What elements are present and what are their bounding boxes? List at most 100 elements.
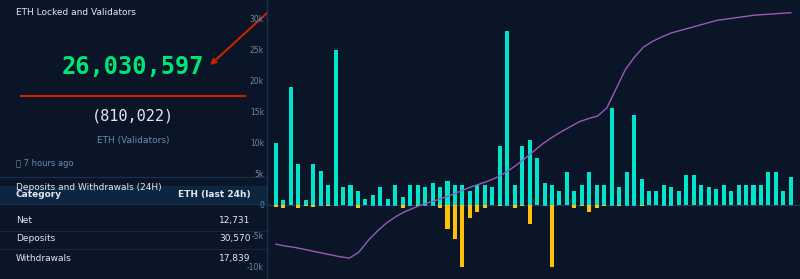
Bar xyxy=(453,205,457,239)
Bar xyxy=(446,205,450,229)
Bar xyxy=(371,195,375,205)
Text: (810,022): (810,022) xyxy=(92,108,174,123)
Bar xyxy=(289,87,293,205)
Bar xyxy=(602,205,606,206)
Bar xyxy=(542,205,546,206)
Bar xyxy=(453,185,457,205)
Text: Deposits and Withdrawals (24H): Deposits and Withdrawals (24H) xyxy=(16,183,162,192)
Bar xyxy=(639,205,643,206)
Bar xyxy=(558,191,562,205)
Text: Net: Net xyxy=(16,216,32,225)
Bar xyxy=(430,205,434,206)
Text: 26,030,597: 26,030,597 xyxy=(62,55,205,79)
Text: ⧗ 7 hours ago: ⧗ 7 hours ago xyxy=(16,159,74,168)
Bar xyxy=(706,187,710,205)
Bar xyxy=(572,205,577,206)
Bar xyxy=(550,205,554,206)
Bar xyxy=(468,205,472,218)
Bar xyxy=(654,191,658,205)
Bar xyxy=(662,205,666,206)
Bar xyxy=(520,146,524,205)
Bar xyxy=(527,205,532,224)
Bar xyxy=(699,185,703,205)
Bar xyxy=(483,185,487,205)
Bar xyxy=(304,205,308,206)
Bar xyxy=(684,175,688,205)
Bar xyxy=(341,187,345,205)
Bar xyxy=(446,205,450,206)
Bar xyxy=(446,181,450,205)
Text: ETH (Validators): ETH (Validators) xyxy=(97,136,170,145)
Bar xyxy=(617,187,621,205)
Text: Withdrawals: Withdrawals xyxy=(16,254,72,263)
Bar xyxy=(318,205,322,206)
Bar xyxy=(475,205,479,212)
Bar xyxy=(311,164,315,205)
Bar xyxy=(394,205,398,206)
Bar xyxy=(520,205,524,206)
Bar xyxy=(625,205,629,206)
Bar xyxy=(475,185,479,205)
Bar xyxy=(498,205,502,206)
Bar xyxy=(274,143,278,205)
Bar xyxy=(505,31,510,205)
Bar xyxy=(490,187,494,205)
Bar xyxy=(423,205,427,206)
Bar xyxy=(751,185,755,205)
Text: 12,731: 12,731 xyxy=(219,216,250,225)
Text: Deposits: Deposits xyxy=(16,234,55,243)
Bar xyxy=(610,109,614,205)
Bar xyxy=(498,146,502,205)
Bar xyxy=(580,205,584,206)
Bar xyxy=(729,191,733,205)
Bar xyxy=(304,205,308,206)
Bar xyxy=(318,170,322,205)
Bar xyxy=(513,205,517,206)
Bar xyxy=(550,205,554,267)
Bar xyxy=(662,185,666,205)
Bar xyxy=(430,183,434,205)
Bar xyxy=(438,187,442,205)
Bar xyxy=(617,205,621,206)
Bar xyxy=(438,205,442,208)
Bar xyxy=(513,205,517,208)
Bar xyxy=(296,205,300,206)
Bar xyxy=(326,205,330,206)
Bar xyxy=(401,197,405,205)
Bar xyxy=(594,185,598,205)
Bar xyxy=(505,205,510,206)
Bar xyxy=(394,185,398,205)
Bar xyxy=(677,191,681,205)
Bar xyxy=(371,205,375,206)
Bar xyxy=(453,205,457,206)
Bar xyxy=(423,187,427,205)
Bar xyxy=(617,205,621,206)
Bar xyxy=(782,191,786,205)
Bar xyxy=(296,164,300,205)
Bar xyxy=(475,205,479,206)
Bar xyxy=(349,185,353,205)
Bar xyxy=(0,186,266,204)
Bar xyxy=(527,205,532,206)
Bar xyxy=(572,191,577,205)
Bar xyxy=(408,185,412,205)
Bar xyxy=(580,185,584,205)
Bar xyxy=(326,185,330,205)
Bar xyxy=(356,191,360,205)
Bar xyxy=(363,199,367,205)
Bar xyxy=(692,175,696,205)
Bar xyxy=(647,191,651,205)
Bar xyxy=(386,205,390,206)
Bar xyxy=(520,205,524,206)
Bar xyxy=(416,205,420,206)
Bar xyxy=(639,205,643,206)
Bar xyxy=(670,187,674,205)
Bar xyxy=(774,172,778,205)
Bar xyxy=(282,205,286,208)
Bar xyxy=(766,172,770,205)
Bar xyxy=(461,185,465,205)
Bar xyxy=(737,185,741,205)
Bar xyxy=(408,205,412,206)
Bar xyxy=(594,205,598,208)
Bar xyxy=(535,158,539,205)
